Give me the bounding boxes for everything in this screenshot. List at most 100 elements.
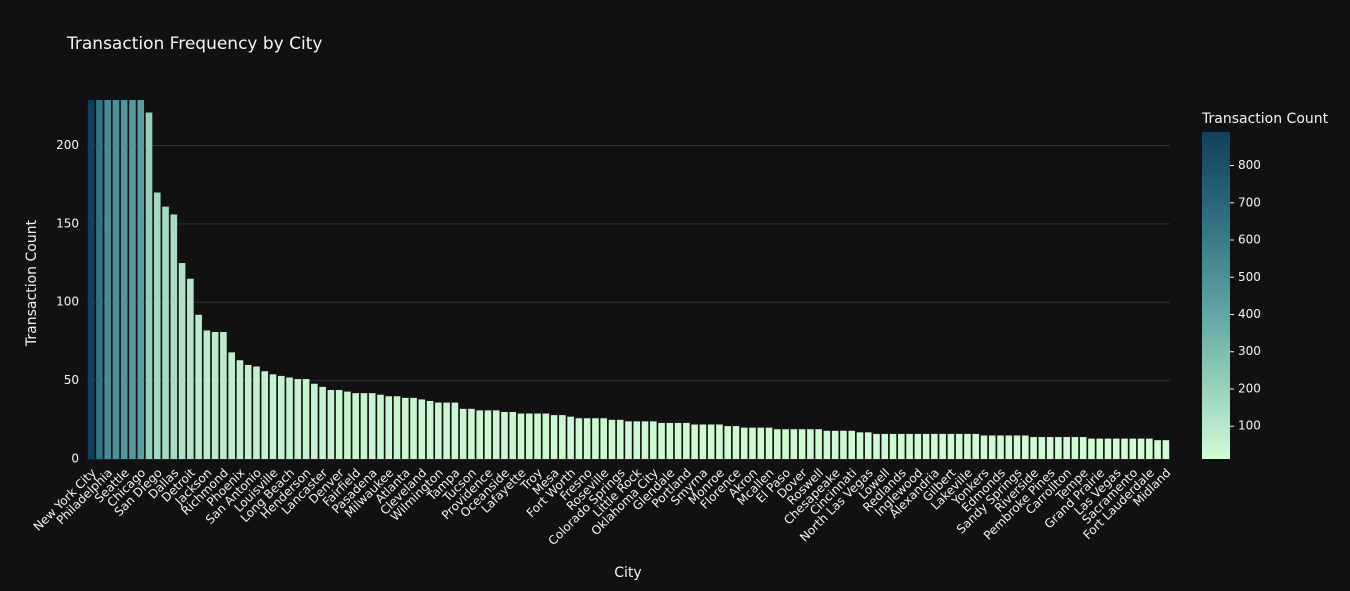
colorbar-tick-label: 100 bbox=[1238, 419, 1261, 433]
bar bbox=[211, 332, 219, 459]
bar bbox=[699, 424, 707, 459]
bar bbox=[831, 430, 839, 459]
y-tick-label: 200 bbox=[56, 138, 79, 152]
bar bbox=[964, 433, 971, 459]
bar bbox=[856, 432, 864, 459]
bar bbox=[798, 429, 806, 459]
bar bbox=[980, 435, 988, 459]
bar bbox=[120, 100, 128, 459]
bar bbox=[674, 422, 682, 459]
bar bbox=[385, 396, 393, 459]
bar bbox=[517, 413, 525, 459]
bar bbox=[476, 410, 483, 459]
bar bbox=[393, 396, 401, 459]
bar bbox=[1121, 438, 1128, 459]
bar bbox=[848, 430, 856, 459]
bar bbox=[1137, 438, 1145, 459]
bar bbox=[1088, 438, 1095, 459]
bar bbox=[1071, 437, 1079, 459]
chart-title: Transaction Frequency by City bbox=[66, 34, 322, 54]
bar bbox=[311, 383, 318, 459]
bar bbox=[782, 429, 789, 459]
bar bbox=[972, 433, 980, 459]
bar bbox=[451, 402, 459, 459]
bar bbox=[815, 429, 822, 459]
bar bbox=[410, 397, 417, 459]
bar bbox=[162, 206, 169, 459]
bar bbox=[228, 352, 235, 459]
bar bbox=[509, 411, 517, 459]
bar bbox=[774, 429, 781, 459]
bar bbox=[550, 415, 558, 459]
bar bbox=[600, 418, 608, 459]
bar bbox=[939, 433, 946, 459]
colorbar-tick-label: 200 bbox=[1238, 381, 1261, 395]
bar bbox=[261, 371, 269, 459]
bar bbox=[401, 397, 409, 459]
y-axis-title: Transaction Count bbox=[24, 219, 40, 347]
bar bbox=[220, 332, 227, 459]
bar bbox=[492, 410, 500, 459]
colorbar bbox=[1202, 132, 1230, 459]
bar bbox=[997, 435, 1004, 459]
bar bbox=[302, 379, 310, 459]
bar bbox=[716, 424, 723, 459]
bar bbox=[807, 429, 814, 459]
bar bbox=[608, 419, 616, 459]
bar bbox=[1030, 437, 1037, 459]
bar bbox=[145, 112, 153, 460]
bar bbox=[203, 330, 211, 459]
bar bbox=[898, 433, 905, 459]
bar bbox=[707, 424, 715, 459]
bar bbox=[1013, 435, 1021, 459]
bar bbox=[1146, 438, 1153, 459]
bar bbox=[129, 100, 136, 459]
bar bbox=[1162, 440, 1170, 459]
bar bbox=[616, 419, 624, 459]
bar bbox=[559, 415, 566, 459]
bar bbox=[633, 421, 641, 459]
bar bbox=[1022, 435, 1029, 459]
bar bbox=[418, 399, 426, 459]
bar bbox=[484, 410, 492, 459]
bar bbox=[534, 413, 541, 459]
y-tick-label: 100 bbox=[56, 295, 79, 309]
bar bbox=[567, 416, 574, 459]
bar bbox=[170, 214, 178, 459]
bar bbox=[575, 418, 583, 459]
x-axis-title: City bbox=[614, 565, 641, 581]
bar bbox=[542, 413, 550, 459]
bar bbox=[377, 394, 384, 459]
bar bbox=[137, 100, 145, 460]
bar bbox=[1096, 438, 1104, 459]
bar bbox=[352, 393, 359, 459]
bar bbox=[1154, 440, 1161, 459]
bar bbox=[236, 360, 244, 459]
bar bbox=[906, 433, 913, 459]
bar bbox=[823, 430, 831, 459]
bar bbox=[592, 418, 599, 459]
bar bbox=[625, 421, 632, 459]
bar bbox=[277, 375, 285, 459]
bar bbox=[740, 427, 748, 459]
bar bbox=[955, 433, 963, 459]
bar bbox=[344, 391, 351, 459]
bar bbox=[931, 433, 938, 459]
bar bbox=[104, 100, 111, 460]
bar bbox=[1046, 437, 1054, 459]
colorbar-tick-label: 400 bbox=[1238, 307, 1261, 321]
y-tick-label: 50 bbox=[64, 373, 79, 387]
bar bbox=[468, 408, 475, 459]
bar bbox=[87, 100, 95, 460]
bar bbox=[187, 278, 194, 459]
bar bbox=[889, 433, 897, 459]
bar bbox=[864, 432, 872, 459]
colorbar-tick-label: 500 bbox=[1238, 270, 1261, 284]
bar bbox=[583, 418, 591, 459]
bar bbox=[368, 393, 376, 459]
bar bbox=[443, 402, 450, 459]
bar bbox=[178, 263, 186, 459]
bar bbox=[1079, 437, 1087, 459]
bar bbox=[1055, 437, 1062, 459]
